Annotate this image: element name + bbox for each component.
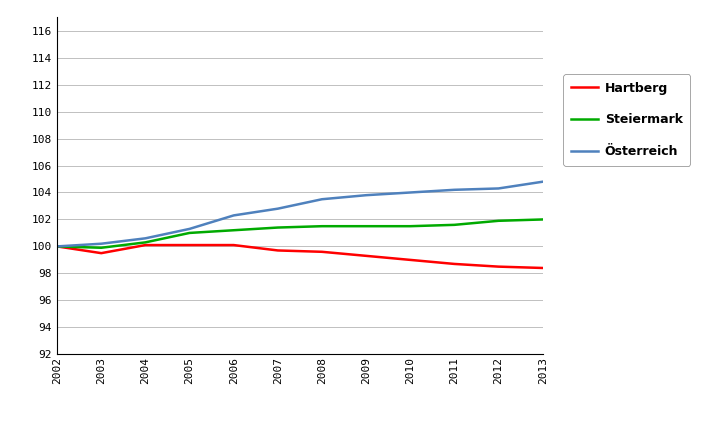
Österreich — [97, 241, 106, 246]
Hartberg — [362, 253, 371, 258]
Steiermark — [185, 230, 193, 235]
Österreich — [229, 213, 238, 218]
Hartberg — [494, 264, 503, 269]
Österreich — [141, 236, 150, 241]
Steiermark — [362, 224, 371, 229]
Steiermark — [229, 228, 238, 233]
Österreich — [185, 226, 193, 232]
Steiermark — [97, 245, 106, 251]
Hartberg — [538, 265, 547, 270]
Steiermark — [53, 244, 61, 249]
Hartberg — [318, 249, 326, 254]
Hartberg — [273, 248, 282, 253]
Line: Steiermark: Steiermark — [57, 219, 543, 248]
Steiermark — [273, 225, 282, 230]
Hartberg — [141, 242, 150, 248]
Line: Hartberg: Hartberg — [57, 245, 543, 268]
Österreich — [450, 187, 458, 192]
Hartberg — [97, 251, 106, 256]
Steiermark — [450, 222, 458, 227]
Hartberg — [53, 244, 61, 249]
Steiermark — [318, 224, 326, 229]
Steiermark — [538, 217, 547, 222]
Österreich — [273, 206, 282, 211]
Österreich — [362, 193, 371, 198]
Steiermark — [406, 224, 415, 229]
Hartberg — [229, 242, 238, 248]
Österreich — [318, 197, 326, 202]
Österreich — [406, 190, 415, 195]
Hartberg — [450, 261, 458, 267]
Österreich — [538, 179, 547, 184]
Österreich — [494, 186, 503, 191]
Österreich — [53, 244, 61, 249]
Legend: Hartberg, Steiermark, Österreich: Hartberg, Steiermark, Österreich — [563, 74, 690, 165]
Hartberg — [406, 257, 415, 263]
Steiermark — [141, 240, 150, 245]
Line: Österreich: Österreich — [57, 182, 543, 246]
Hartberg — [185, 242, 193, 248]
Steiermark — [494, 218, 503, 223]
